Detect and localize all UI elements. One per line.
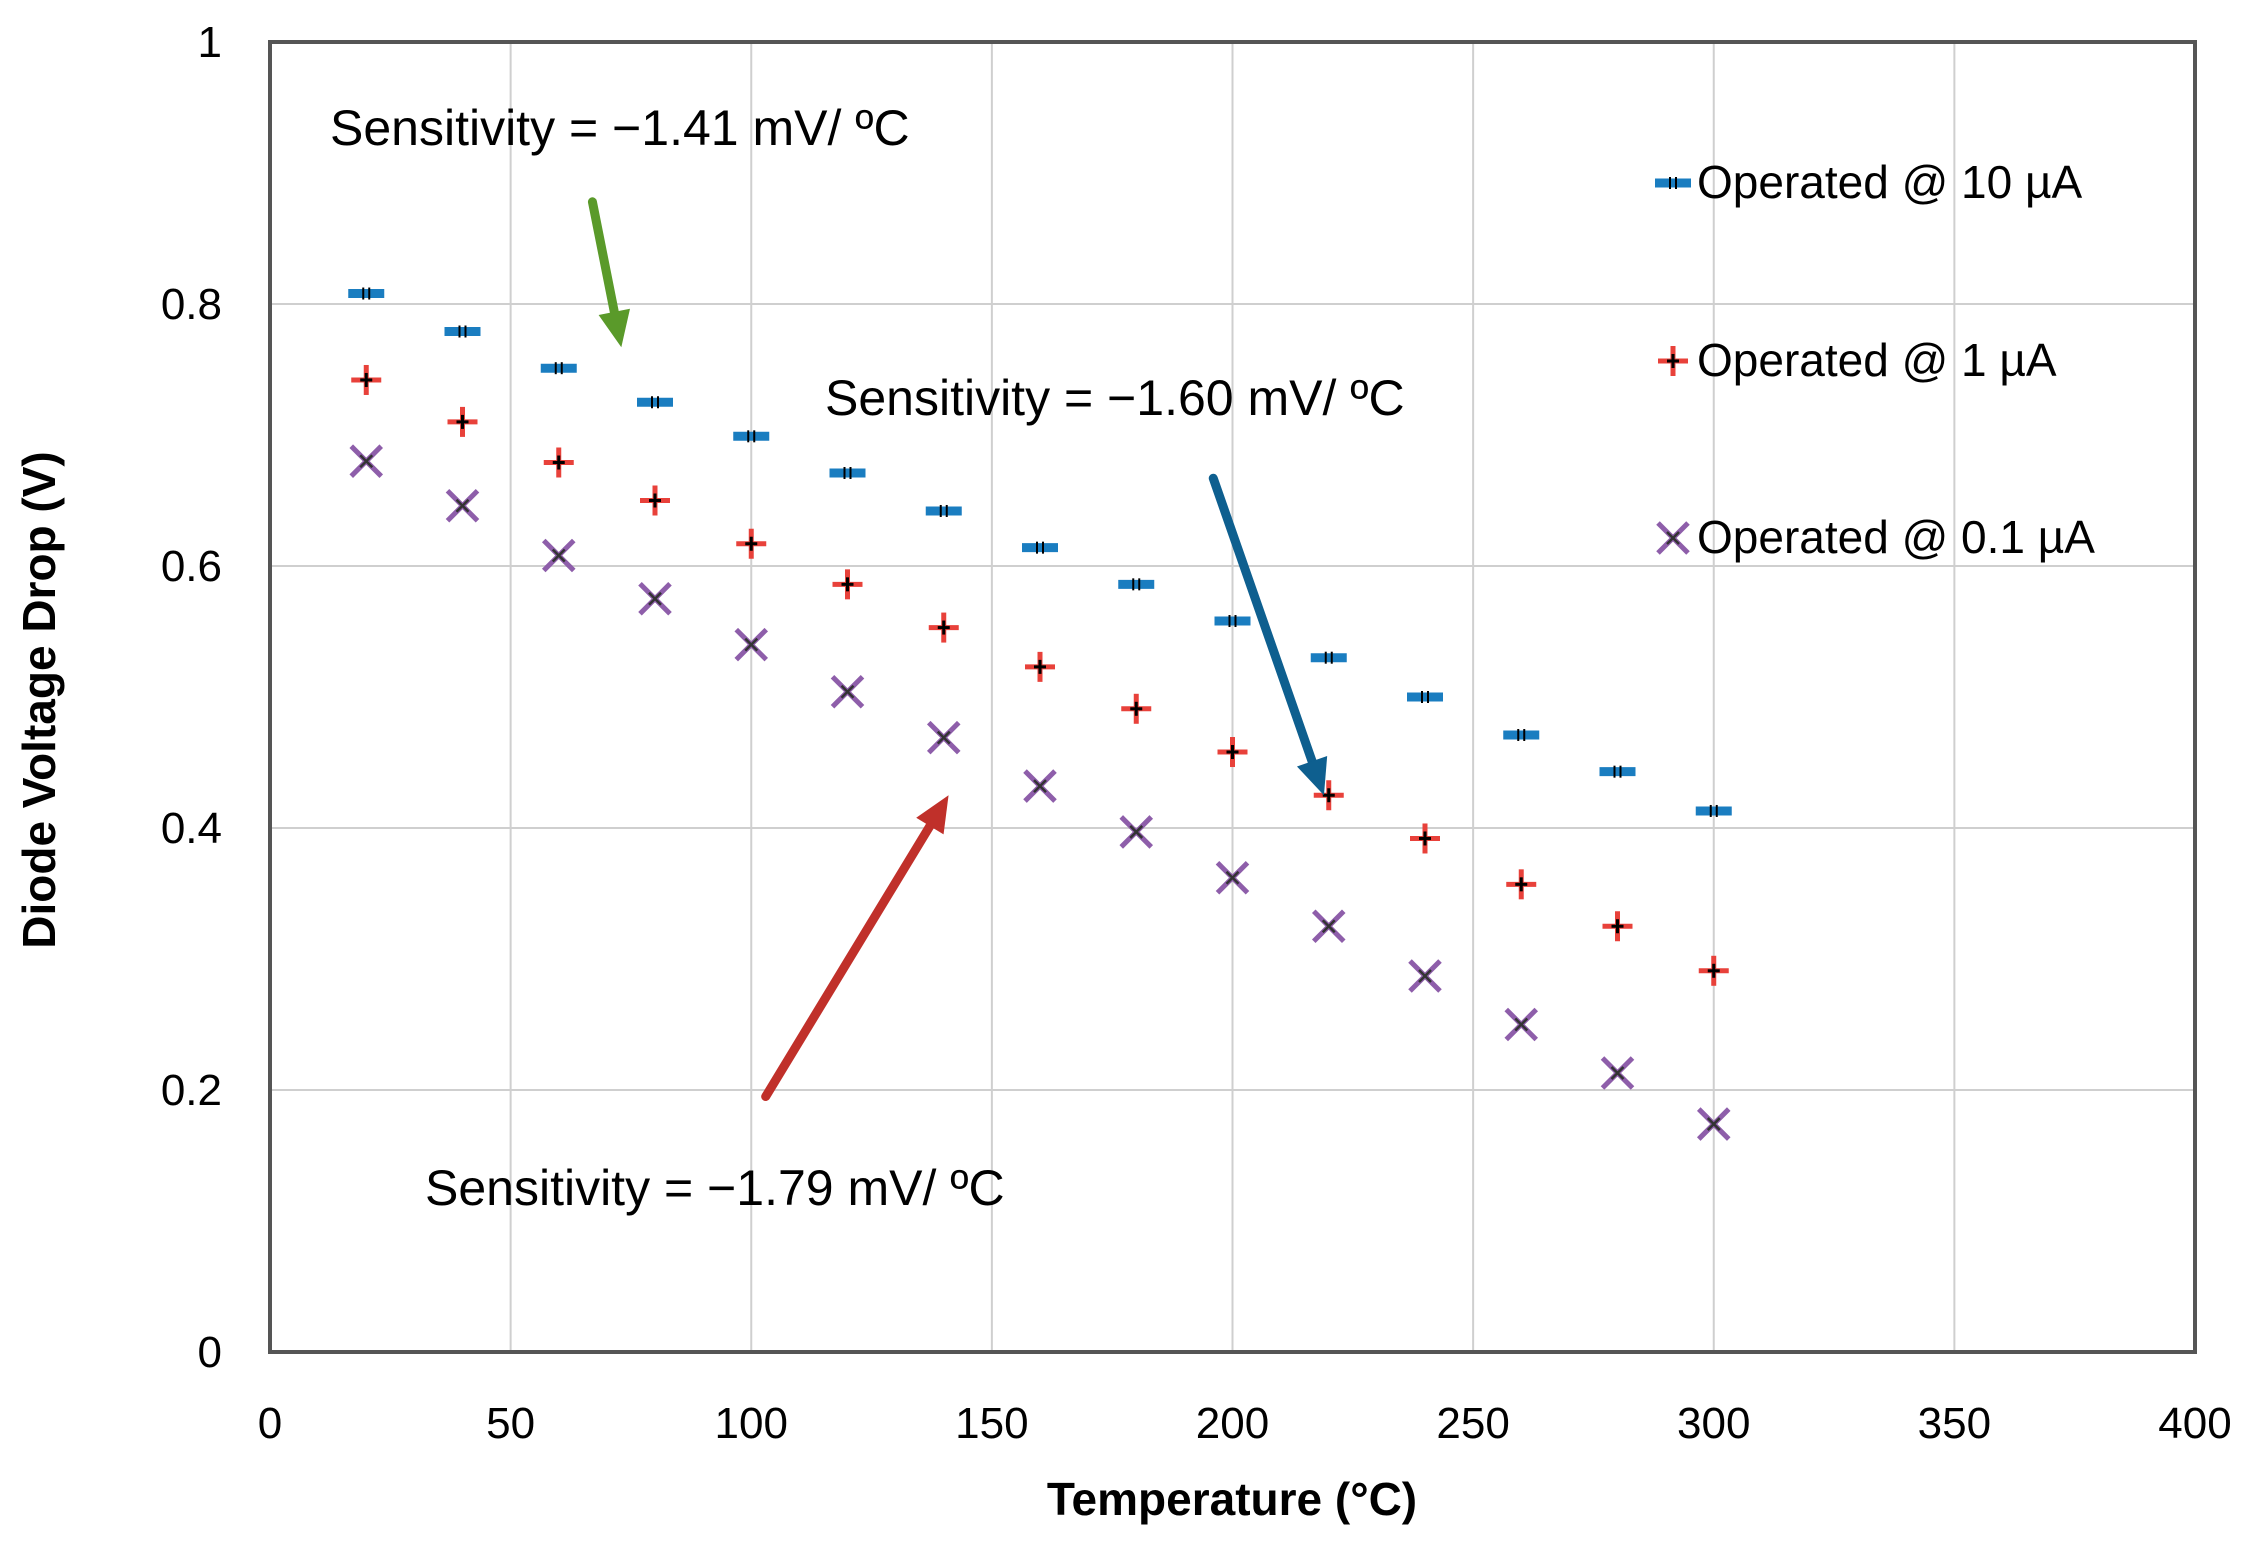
data-point [351,364,382,395]
y-tick-label: 1 [198,18,222,67]
data-point [540,362,577,375]
data-point [445,488,480,523]
x-tick-label: 300 [1677,1399,1750,1448]
data-point [1410,823,1440,854]
y-axis-label: Diode Voltage Drop (V) [13,451,65,949]
annotation-arrow [587,197,630,348]
annotation-sensitivity-10ua: Sensitivity = −1.41 mV/ ºC [330,100,910,156]
data-series [348,287,1732,1141]
y-tick-label: 0.6 [161,542,222,591]
data-point [349,444,384,478]
annotation-sensitivity-01ua: Sensitivity = −1.79 mV/ ºC [425,1160,1005,1216]
data-point [1311,909,1346,944]
data-point [1600,1056,1635,1090]
x-tick-label: 0 [258,1399,282,1448]
legend-marker [1656,521,1690,555]
data-point [926,720,961,755]
annotation-arrow [761,795,949,1102]
legend-label-10ua: Operated @ 10 µA [1697,156,2083,208]
legend-label-1ua: Operated @ 1 µA [1697,334,2057,386]
data-point [1119,815,1154,849]
data-point [928,612,959,643]
data-point [1602,911,1633,942]
series-2 [349,444,1731,1141]
data-point [1695,804,1732,817]
annotation-arrow [1208,473,1328,796]
data-point [1214,615,1251,628]
grid [269,41,2196,1353]
x-tick-label: 200 [1196,1399,1269,1448]
x-tick-label: 350 [1918,1399,1991,1448]
data-point [1022,541,1058,554]
data-point [1118,578,1155,591]
data-point [543,447,574,478]
y-tick-label: 0.8 [161,280,222,329]
data-point [832,569,863,600]
x-tick-labels: 0 50 100 150 200 250 300 350 400 [258,1399,2232,1448]
data-point [348,287,385,300]
data-point [1504,1007,1539,1042]
data-point [638,581,672,616]
data-point [637,396,673,409]
data-point [447,406,478,437]
y-tick-label: 0.4 [161,804,222,853]
data-point [1599,765,1636,778]
data-point [1696,1107,1731,1141]
x-tick-label: 400 [2158,1399,2231,1448]
data-point [541,538,576,573]
legend-markers [1655,177,1691,555]
data-point [1407,691,1443,703]
x-tick-label: 50 [486,1399,535,1448]
legend-marker [1658,346,1688,376]
legend: Operated @ 10 µA Operated @ 1 µA Operate… [1655,156,2095,563]
data-point [734,627,769,662]
data-point [1121,693,1152,724]
x-tick-label: 250 [1436,1399,1509,1448]
y-tick-label: 0 [198,1328,222,1377]
plot-border [268,40,2197,1354]
annotation-sensitivity-1ua: Sensitivity = −1.60 mV/ ºC [825,370,1405,426]
legend-marker [1655,177,1691,189]
legend-label-01ua: Operated @ 0.1 µA [1697,511,2095,563]
data-point [1025,651,1055,682]
data-point [1310,651,1347,664]
series-1 [351,364,1729,986]
data-point [1503,728,1540,741]
data-point [925,504,962,517]
data-point [1698,955,1729,986]
x-axis-label: Temperature (°C) [1047,1473,1417,1525]
data-point [1506,869,1537,900]
data-point [736,528,767,559]
data-point [1313,780,1344,811]
y-tick-labels: 0 0.2 0.4 0.6 0.8 1 [161,18,222,1377]
x-tick-label: 100 [715,1399,788,1448]
x-tick-label: 150 [955,1399,1028,1448]
data-point [733,430,770,443]
data-point [830,674,865,709]
data-point [1217,737,1248,768]
data-point [640,485,670,516]
annotation-arrows [587,197,1328,1102]
data-point [1408,959,1442,993]
data-point [1215,861,1250,895]
data-point [829,466,866,479]
data-point [1023,769,1057,803]
series-0 [348,287,1732,817]
y-tick-label: 0.2 [161,1066,222,1115]
data-point [444,325,481,338]
